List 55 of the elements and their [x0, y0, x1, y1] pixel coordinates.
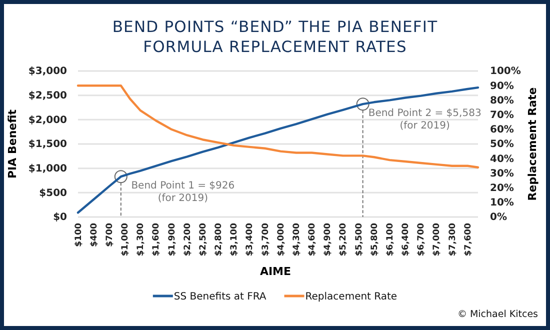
x-tick-label: $2,200 [182, 222, 193, 256]
x-tick-label: $1,900 [167, 222, 178, 256]
x-tick-label: $1,600 [152, 222, 162, 256]
y-tick-label: $2,000 [28, 114, 68, 126]
x-tick-label: $6,400 [401, 222, 412, 256]
x-tick-label: $4,600 [308, 222, 318, 256]
y-axis-title: PIA Benefit [6, 109, 19, 179]
y2-tick-label: 60% [490, 124, 514, 136]
x-tick-label: $3,100 [230, 222, 240, 256]
y-tick-label: $2,500 [28, 90, 68, 102]
x-tick-label: $5,500 [354, 222, 364, 256]
y2-tick-label: 20% [490, 183, 514, 194]
y-tick-label: $500 [39, 188, 68, 199]
x-tick-label: $2,500 [198, 222, 208, 256]
x-tick-label: $3,400 [245, 222, 256, 256]
x-tick-label: $400 [89, 222, 100, 247]
y-tick-label: $3,000 [28, 66, 68, 78]
annotation: Bend Point 1 = $926 (for 2019) [131, 180, 235, 204]
y2-tick-label: 30% [490, 168, 514, 180]
x-tick-label: $7,300 [448, 222, 458, 256]
line-series [76, 86, 480, 214]
chart-title: BEND POINTS “BEND” THE PIA BENEFIT FORMULA REPLACEMENT RATES [112, 18, 438, 56]
x-tick-label: $100 [74, 222, 84, 247]
y2-tick-label: 90% [490, 80, 514, 92]
x-tick-label: $1,000 [120, 222, 131, 256]
x-tick-label: $3,700 [260, 222, 271, 256]
y2-tick-label: 10% [490, 198, 514, 209]
x-tick-label: $6,100 [385, 222, 396, 256]
x-tick-label: $4,900 [323, 222, 334, 256]
x-tick-label: $7,600 [463, 222, 474, 256]
y2-tick-label: 40% [490, 154, 514, 165]
x-tick-label: $6,700 [416, 222, 427, 256]
x-tick-label: $700 [104, 222, 115, 247]
y-tick-label: $0 [53, 212, 68, 224]
y2-tick-label: 50% [490, 139, 514, 150]
text: © Michael Kitces [457, 309, 538, 320]
y2-axis-title: Replacement Rate [526, 87, 539, 201]
x-tick-label: $1,300 [136, 222, 146, 256]
x-axis-title: AIME [260, 265, 292, 278]
x-tick-label: $5,200 [338, 222, 349, 256]
y-tick-label: $1,500 [28, 139, 68, 150]
x-tick-label: $4,000 [276, 222, 286, 256]
x-tick-label: $2,800 [214, 222, 224, 256]
y2-tick-label: 80% [490, 95, 514, 106]
x-tick-label: $7,000 [432, 222, 442, 256]
legend-label: Replacement Rate [305, 292, 398, 302]
y2-tick-label: 70% [490, 110, 514, 121]
legend-label: SS Benefits at FRA [174, 292, 266, 302]
y2-tick-label: 0% [490, 212, 507, 224]
y-tick-label: $1,000 [28, 164, 68, 175]
line-series [76, 84, 480, 168]
y2-tick-label: 100% [490, 66, 521, 78]
annotation: Bend Point 2 = $5,583 (for 2019) [368, 108, 482, 132]
x-tick-label: $5,800 [370, 222, 380, 256]
x-tick-label: $4,300 [292, 222, 302, 256]
